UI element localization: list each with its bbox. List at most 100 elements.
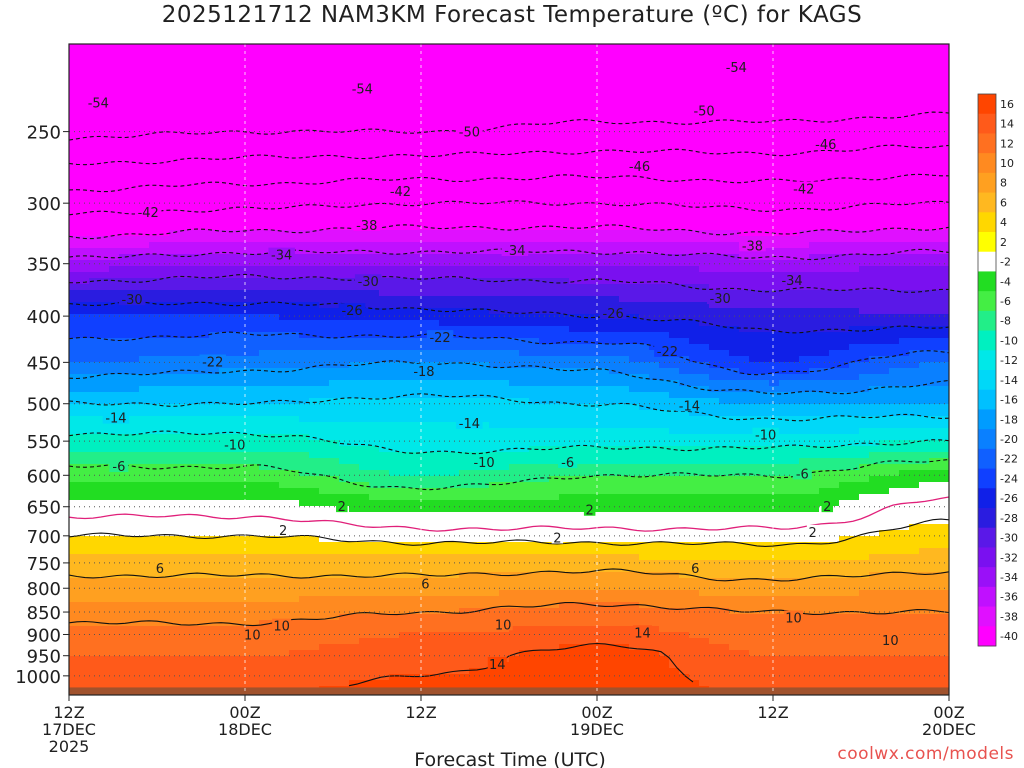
field-cell	[239, 188, 250, 195]
field-cell	[349, 476, 360, 483]
field-cell	[389, 470, 400, 477]
field-cell	[479, 278, 490, 285]
field-cell	[99, 422, 110, 429]
field-cell	[409, 488, 420, 495]
field-cell	[119, 68, 130, 75]
field-cell	[179, 638, 190, 645]
field-cell	[459, 296, 470, 303]
field-cell	[309, 680, 320, 687]
field-cell	[189, 416, 200, 423]
field-cell	[379, 548, 390, 555]
field-cell	[369, 158, 380, 165]
field-cell	[519, 254, 530, 261]
field-cell	[489, 314, 500, 321]
field-cell	[469, 512, 480, 519]
field-cell	[189, 134, 200, 141]
field-cell	[489, 56, 500, 63]
field-cell	[509, 182, 520, 189]
field-cell	[189, 62, 200, 69]
field-cell	[399, 122, 410, 129]
field-cell	[399, 596, 410, 603]
field-cell	[209, 392, 220, 399]
field-cell	[209, 140, 220, 147]
field-cell	[119, 650, 130, 657]
field-cell	[169, 476, 180, 483]
field-cell	[469, 356, 480, 363]
field-cell	[289, 134, 300, 141]
field-cell	[349, 656, 360, 663]
field-cell	[319, 158, 330, 165]
field-cell	[179, 662, 190, 669]
field-cell	[449, 68, 460, 75]
field-cell	[349, 284, 360, 291]
field-cell	[309, 116, 320, 123]
field-cell	[139, 80, 150, 87]
field-cell	[509, 530, 520, 537]
field-cell	[259, 416, 270, 423]
field-cell	[109, 290, 120, 297]
field-cell	[409, 44, 420, 51]
field-cell	[249, 80, 260, 87]
field-cell	[219, 554, 230, 561]
field-cell	[439, 272, 450, 279]
field-cell	[319, 386, 330, 393]
field-cell	[369, 308, 380, 315]
field-cell	[489, 398, 500, 405]
field-cell	[399, 572, 410, 579]
field-cell	[279, 80, 290, 87]
field-cell	[259, 614, 270, 621]
field-cell	[409, 236, 420, 243]
field-cell	[489, 680, 500, 687]
field-cell	[339, 44, 350, 51]
field-cell	[369, 206, 380, 213]
field-cell	[509, 662, 520, 669]
field-cell	[439, 122, 450, 129]
field-cell	[289, 116, 300, 123]
field-cell	[119, 470, 130, 477]
field-cell	[299, 494, 310, 501]
field-cell	[369, 284, 380, 291]
field-cell	[259, 158, 270, 165]
field-cell	[139, 626, 150, 633]
field-cell	[359, 284, 370, 291]
field-cell	[79, 368, 90, 375]
field-cell	[119, 656, 130, 663]
field-cell	[299, 620, 310, 627]
field-cell	[109, 236, 120, 243]
field-cell	[69, 44, 80, 51]
field-cell	[499, 458, 510, 465]
field-cell	[369, 386, 380, 393]
field-cell	[359, 440, 370, 447]
field-cell	[279, 434, 290, 441]
field-cell	[209, 386, 220, 393]
field-cell	[69, 266, 80, 273]
field-cell	[369, 470, 380, 477]
field-cell	[159, 266, 170, 273]
field-cell	[79, 596, 90, 603]
field-cell	[239, 278, 250, 285]
field-cell	[419, 44, 430, 51]
field-cell	[249, 584, 260, 591]
field-cell	[89, 638, 100, 645]
field-cell	[409, 254, 420, 261]
field-cell	[179, 368, 190, 375]
field-cell	[279, 500, 290, 507]
field-cell	[409, 452, 420, 459]
field-cell	[459, 470, 470, 477]
field-cell	[279, 230, 290, 237]
field-cell	[109, 602, 120, 609]
field-cell	[139, 272, 150, 279]
field-cell	[469, 344, 480, 351]
field-cell	[419, 506, 430, 513]
field-cell	[409, 620, 420, 627]
field-cell	[189, 98, 200, 105]
field-cell	[519, 224, 530, 231]
field-cell	[329, 140, 340, 147]
field-cell	[329, 482, 340, 489]
field-cell	[509, 122, 520, 129]
field-cell	[259, 422, 270, 429]
field-cell	[189, 320, 200, 327]
field-cell	[339, 470, 350, 477]
field-cell	[219, 512, 230, 519]
field-cell	[109, 266, 120, 273]
